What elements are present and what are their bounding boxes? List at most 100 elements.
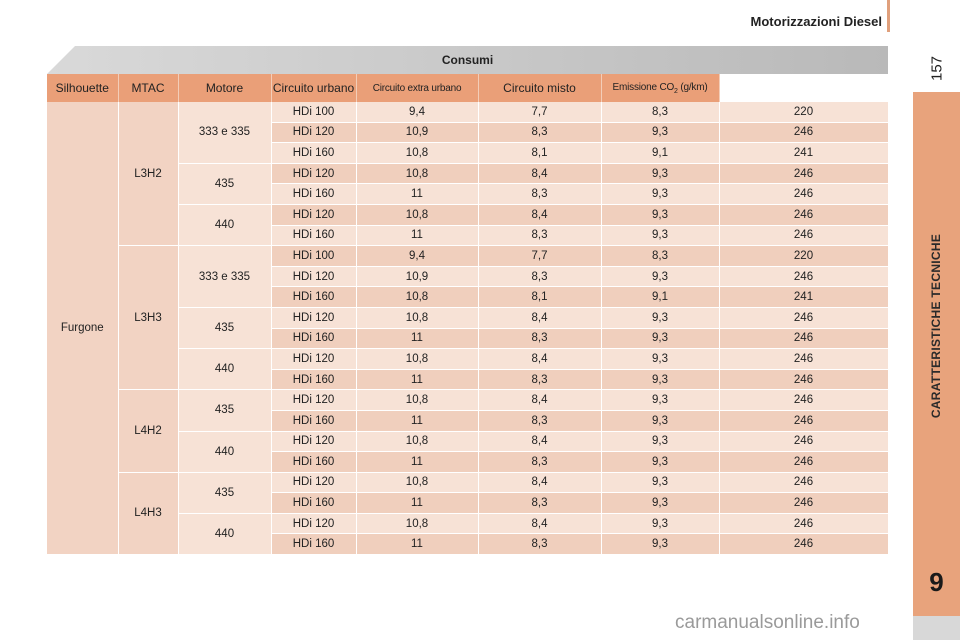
motore-cell: HDi 160 xyxy=(271,183,357,205)
motore-cell: HDi 120 xyxy=(271,204,357,226)
emissione-cell: 246 xyxy=(719,451,889,473)
emissione-cell: 246 xyxy=(719,328,889,350)
urbano-cell: 10,8 xyxy=(356,163,479,185)
extra-urbano-cell: 8,4 xyxy=(478,389,602,411)
mtac-cell: 333 e 335 xyxy=(178,245,272,308)
misto-cell: 9,3 xyxy=(601,389,720,411)
extra-urbano-cell: 8,3 xyxy=(478,410,602,432)
extra-urbano-cell: 8,3 xyxy=(478,183,602,205)
misto-cell: 9,3 xyxy=(601,472,720,494)
col-header-emissione: Emissione CO2 (g/km) xyxy=(601,74,720,102)
motore-cell: HDi 160 xyxy=(271,410,357,432)
emissione-cell: 241 xyxy=(719,142,889,164)
col-header-urbano: Circuito urbano xyxy=(271,74,357,102)
motore-cell: HDi 120 xyxy=(271,163,357,185)
emissione-label: Emissione CO xyxy=(612,81,675,93)
extra-urbano-cell: 8,3 xyxy=(478,328,602,350)
version-cell: L4H2 xyxy=(118,389,179,473)
urbano-cell: 11 xyxy=(356,225,479,247)
mtac-cell: 435 xyxy=(178,389,272,432)
urbano-cell: 10,9 xyxy=(356,122,479,144)
urbano-cell: 10,9 xyxy=(356,266,479,288)
misto-cell: 9,3 xyxy=(601,163,720,185)
table-row: Furgone L3H2 333 e 335 HDi 100 9,4 7,7 8,3 220 xyxy=(47,102,889,556)
consumption-table: Silhouette MTAC Motore Circuito urbano C… xyxy=(47,74,889,556)
extra-urbano-cell: 7,7 xyxy=(478,245,602,267)
table-row: L4H3 435 HDi 120 10,8 8,4 9,3 246 xyxy=(47,472,889,556)
table-row: HDi 160 11 8,3 9,3 246 xyxy=(47,225,889,247)
emissione-cell: 246 xyxy=(719,431,889,453)
table-title: Consumi xyxy=(441,53,494,67)
urbano-cell: 10,8 xyxy=(356,286,479,308)
mtac-cell: 435 xyxy=(178,307,272,350)
chapter-tab-cap xyxy=(913,604,960,616)
emissione-cell: 220 xyxy=(719,102,889,123)
extra-urbano-cell: 7,7 xyxy=(478,102,602,123)
misto-cell: 9,3 xyxy=(601,513,720,535)
emissione-cell: 246 xyxy=(719,533,889,556)
urbano-cell: 10,8 xyxy=(356,142,479,164)
motore-cell: HDi 120 xyxy=(271,122,357,144)
misto-cell: 9,3 xyxy=(601,122,720,144)
motore-cell: HDi 160 xyxy=(271,286,357,308)
emissione-cell: 246 xyxy=(719,307,889,329)
table-title-band xyxy=(47,46,888,74)
table-header-row: Silhouette MTAC Motore Circuito urbano C… xyxy=(47,74,888,102)
table-row: HDi 120 10,9 8,3 9,3 246 xyxy=(47,122,889,144)
emissione-cell: 246 xyxy=(719,122,889,144)
extra-urbano-cell: 8,4 xyxy=(478,204,602,226)
urbano-cell: 11 xyxy=(356,369,479,391)
mtac-cell: 333 e 335 xyxy=(178,102,272,164)
urbano-cell: 10,8 xyxy=(356,472,479,494)
urbano-cell: 10,8 xyxy=(356,348,479,370)
motore-cell: HDi 100 xyxy=(271,245,357,267)
motore-cell: HDi 160 xyxy=(271,533,357,556)
extra-urbano-cell: 8,4 xyxy=(478,431,602,453)
table-row: HDi 160 11 8,3 9,3 246 xyxy=(47,369,889,391)
emissione-cell: 246 xyxy=(719,266,889,288)
motore-cell: HDi 120 xyxy=(271,307,357,329)
extra-urbano-cell: 8,3 xyxy=(478,451,602,473)
urbano-cell: 11 xyxy=(356,451,479,473)
emissione-cell: 246 xyxy=(719,183,889,205)
misto-cell: 9,3 xyxy=(601,307,720,329)
table-row: HDi 160 11 8,3 9,3 246 xyxy=(47,328,889,350)
motore-cell: HDi 120 xyxy=(271,266,357,288)
misto-cell: 9,3 xyxy=(601,204,720,226)
motore-cell: HDi 120 xyxy=(271,431,357,453)
urbano-cell: 9,4 xyxy=(356,245,479,267)
col-header-motore: Motore xyxy=(178,74,272,102)
misto-cell: 9,3 xyxy=(601,369,720,391)
motore-cell: HDi 160 xyxy=(271,451,357,473)
mtac-cell: 435 xyxy=(178,163,272,205)
emissione-cell: 246 xyxy=(719,410,889,432)
table-row: 440 HDi 120 10,8 8,4 9,3 246 xyxy=(47,431,889,473)
misto-cell: 9,3 xyxy=(601,183,720,205)
version-cell: L3H2 xyxy=(118,102,179,247)
motore-cell: HDi 160 xyxy=(271,369,357,391)
mtac-cell: 440 xyxy=(178,513,272,556)
table-row: HDi 160 11 8,3 9,3 246 xyxy=(47,451,889,473)
urbano-cell: 11 xyxy=(356,183,479,205)
misto-cell: 9,3 xyxy=(601,348,720,370)
header-accent-bar xyxy=(887,0,890,32)
misto-cell: 9,3 xyxy=(601,328,720,350)
misto-cell: 9,1 xyxy=(601,286,720,308)
urbano-cell: 10,8 xyxy=(356,513,479,535)
misto-cell: 8,3 xyxy=(601,102,720,123)
mtac-cell: 440 xyxy=(178,204,272,247)
motore-cell: HDi 120 xyxy=(271,389,357,411)
emissione-cell: 241 xyxy=(719,286,889,308)
table-row: HDi 120 10,9 8,3 9,3 246 xyxy=(47,266,889,288)
misto-cell: 8,3 xyxy=(601,245,720,267)
misto-cell: 9,3 xyxy=(601,410,720,432)
motore-cell: HDi 120 xyxy=(271,472,357,494)
misto-cell: 9,3 xyxy=(601,431,720,453)
table-row: HDi 160 11 8,3 9,3 246 xyxy=(47,492,889,514)
extra-urbano-cell: 8,4 xyxy=(478,513,602,535)
table-row: 440 HDi 120 10,8 8,4 9,3 246 xyxy=(47,513,889,556)
emissione-cell: 246 xyxy=(719,163,889,185)
emissione-cell: 246 xyxy=(719,472,889,494)
watermark: carmanualsonline.info xyxy=(675,612,860,633)
urbano-cell: 10,8 xyxy=(356,431,479,453)
